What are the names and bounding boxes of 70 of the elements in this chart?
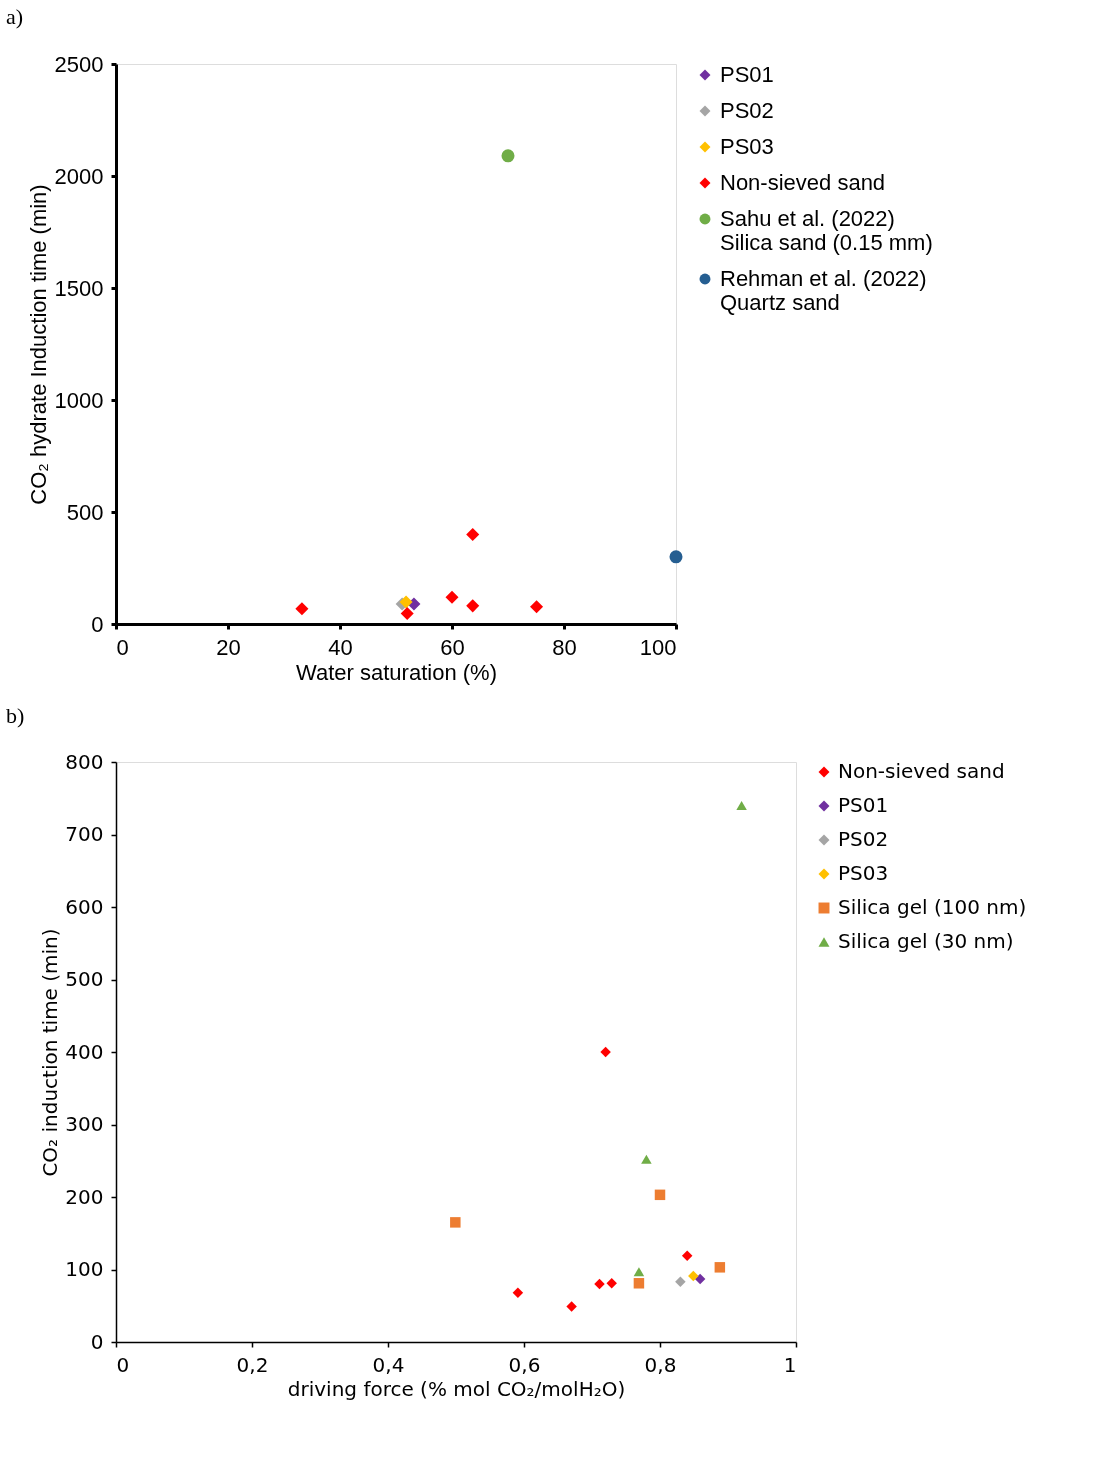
y-tick-label: 700	[65, 822, 104, 846]
y-tick-label: 500	[65, 967, 104, 991]
legend-label: Non-sieved sand	[720, 170, 886, 195]
point	[399, 595, 413, 609]
point	[714, 1262, 726, 1273]
point	[669, 550, 683, 564]
legend-label: PS01	[838, 793, 889, 817]
x-tick-label: 40	[328, 634, 353, 660]
legend-label: PS02	[838, 827, 889, 851]
point	[681, 1250, 693, 1261]
point	[633, 1278, 645, 1289]
y-tick-label: 2000	[54, 163, 104, 189]
x-tick-label: 0	[116, 1352, 130, 1377]
y-axis-title: CO₂ induction time (min)	[38, 928, 63, 1177]
point	[654, 1189, 666, 1201]
legend-label: Rehman et al. (2022) Quartz sand	[720, 266, 927, 315]
y-tick-label: 1000	[54, 387, 104, 413]
x-tick-label: 1	[783, 1352, 797, 1377]
x-tick-label: 60	[440, 634, 465, 660]
y-tick-label: 0	[91, 611, 104, 637]
legend-label: PS02	[720, 98, 774, 123]
point	[530, 600, 544, 614]
y-axis-title: CO₂ hydrate Induction time (min)	[25, 184, 51, 505]
legend-label: Silica gel (30 nm)	[838, 929, 1014, 953]
point	[675, 1276, 686, 1288]
x-axis-title: driving force (% mol CO₂/molH₂O)	[287, 1376, 626, 1401]
y-tick-label: 500	[66, 499, 104, 525]
chart-title: b)	[6, 703, 25, 728]
x-tick-label: 100	[639, 634, 677, 660]
legend-label: Silica gel (100 nm)	[838, 895, 1027, 919]
point	[450, 1217, 461, 1228]
x-axis-title: Water saturation (%)	[296, 659, 497, 685]
point	[688, 1270, 699, 1282]
point	[694, 1273, 706, 1285]
y-tick-label: 600	[65, 894, 104, 919]
x-tick-label: 20	[216, 634, 241, 660]
y-tick-label: 300	[65, 1112, 104, 1136]
point	[512, 1287, 524, 1298]
legend-label: PS03	[720, 134, 774, 159]
point	[641, 1154, 652, 1164]
point	[445, 590, 459, 604]
x-tick-label: 0,6	[508, 1352, 541, 1377]
point	[466, 527, 480, 541]
point	[633, 1267, 645, 1277]
x-tick-label: 0	[116, 634, 129, 660]
legend-label: Non-sieved sand	[838, 759, 1005, 783]
y-tick-label: 200	[65, 1184, 104, 1209]
point	[566, 1301, 577, 1312]
x-tick-label: 0,8	[644, 1352, 677, 1377]
y-tick-label: 2500	[54, 51, 104, 77]
point	[736, 800, 747, 811]
y-tick-label: 0	[90, 1329, 104, 1354]
y-tick-label: 100	[65, 1257, 104, 1281]
point	[501, 149, 515, 163]
point	[295, 602, 309, 616]
point	[594, 1278, 605, 1290]
y-tick-label: 800	[65, 749, 104, 774]
chart-title: a)	[6, 4, 24, 29]
x-tick-label: 0,2	[236, 1352, 269, 1377]
legend-label: PS03	[838, 861, 889, 885]
point	[606, 1278, 617, 1289]
x-tick-label: 80	[552, 634, 577, 660]
legend-label: PS01	[720, 62, 774, 87]
point	[600, 1046, 611, 1058]
y-tick-label: 1500	[54, 275, 104, 301]
point	[400, 606, 414, 620]
legend-label: Sahu et al. (2022) Silica sand (0.15 mm)	[720, 206, 933, 255]
point	[466, 599, 480, 613]
y-tick-label: 400	[65, 1039, 104, 1064]
x-tick-label: 0,4	[372, 1352, 405, 1377]
